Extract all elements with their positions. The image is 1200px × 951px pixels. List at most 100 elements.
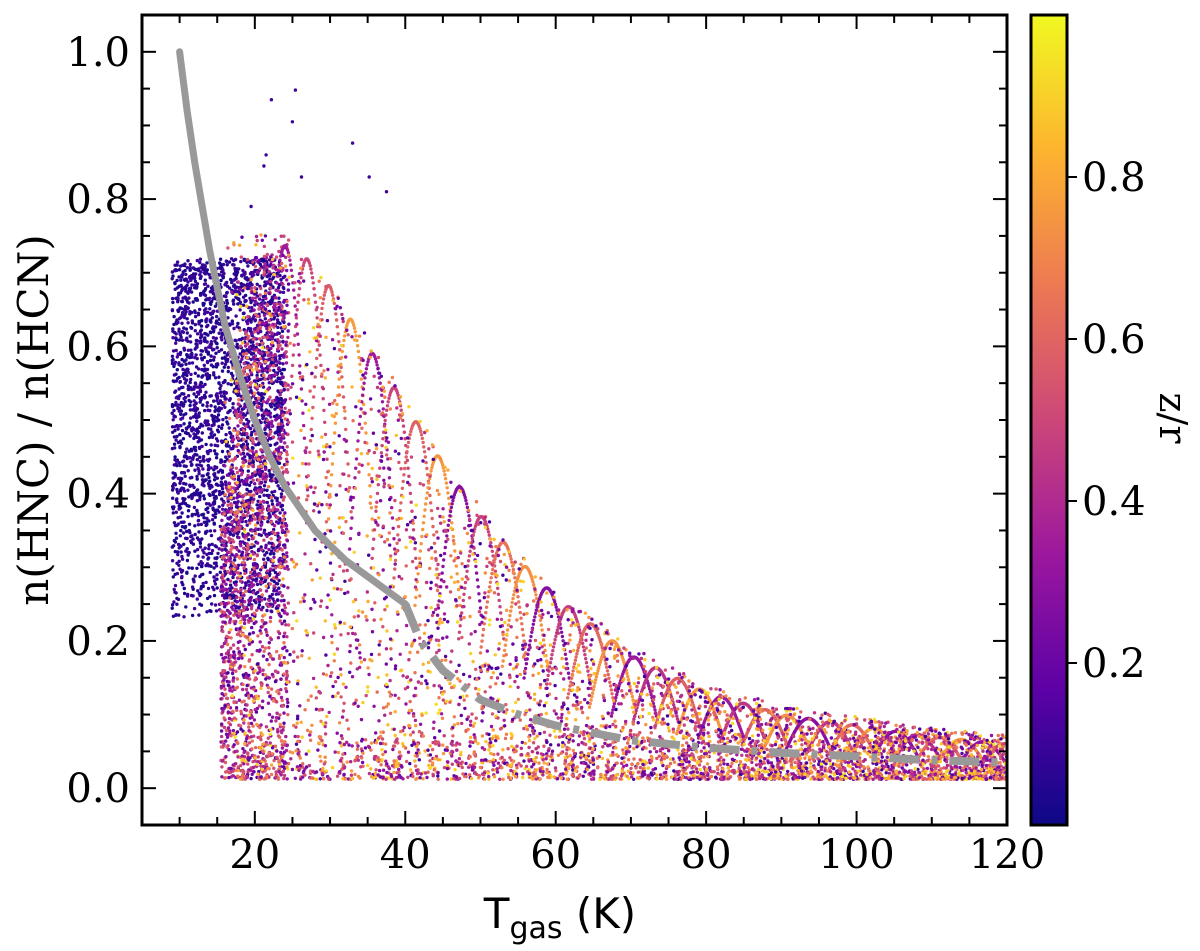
scatter-point <box>221 681 225 685</box>
scatter-point <box>244 424 248 428</box>
scatter-point <box>254 710 259 714</box>
scatter-point <box>353 476 357 480</box>
scatter-point <box>310 271 314 275</box>
scatter-point <box>393 567 397 571</box>
scatter-point <box>424 502 428 506</box>
scatter-point <box>252 315 256 319</box>
scatter-point <box>203 369 207 373</box>
scatter-point <box>219 460 224 464</box>
scatter-point <box>269 520 273 525</box>
scatter-point <box>217 375 221 379</box>
scatter-point <box>322 408 326 413</box>
scatter-point <box>212 501 217 506</box>
scatter-point <box>186 348 190 352</box>
scatter-point <box>215 392 219 396</box>
scatter-point <box>610 711 614 715</box>
scatter-point <box>190 534 194 538</box>
scatter-point <box>215 465 219 470</box>
scatter-point <box>247 598 251 602</box>
scatter-point <box>514 583 518 587</box>
scatter-point <box>260 706 265 710</box>
scatter-point <box>178 567 182 571</box>
scatter-point <box>177 406 182 410</box>
scatter-point <box>194 395 199 399</box>
scatter-point <box>586 669 590 673</box>
scatter-point <box>259 545 263 549</box>
scatter-point <box>249 357 253 362</box>
scatter-point <box>313 293 317 297</box>
scatter-point <box>255 541 260 545</box>
scatter-point <box>340 349 344 354</box>
scatter-point <box>184 368 188 372</box>
scatter-point <box>265 534 269 539</box>
scatter-point <box>260 341 264 345</box>
scatter-point <box>358 414 362 419</box>
scatter-point <box>226 577 230 582</box>
scatter-point <box>241 295 246 299</box>
scatter-point <box>308 439 313 443</box>
scatter-point <box>467 514 471 518</box>
scatter-point <box>363 376 367 380</box>
scatter-point <box>252 308 256 312</box>
scatter-point <box>212 309 216 313</box>
scatter-point <box>188 455 192 460</box>
scatter-point <box>356 439 360 443</box>
scatter-point <box>276 604 281 608</box>
scatter-point <box>260 455 264 459</box>
scatter-point <box>178 264 183 268</box>
scatter-point <box>364 431 368 435</box>
scatter-point <box>564 657 568 661</box>
scatter-point <box>271 597 275 601</box>
scatter-point <box>206 408 210 412</box>
scatter-point <box>512 593 516 597</box>
scatter-point <box>185 536 189 541</box>
scatter-point <box>267 375 271 379</box>
scatter-point <box>576 648 580 653</box>
scatter-point <box>245 379 250 383</box>
scatter-point <box>185 317 189 321</box>
scatter-point <box>249 580 253 585</box>
scatter-point <box>286 586 290 590</box>
scatter-point <box>170 545 174 549</box>
scatter-point <box>478 651 483 655</box>
scatter-point <box>279 436 284 440</box>
scatter-point <box>276 360 280 364</box>
scatter-point <box>188 276 192 280</box>
scatter-point <box>175 434 179 439</box>
scatter-point <box>269 602 273 606</box>
scatter-point <box>191 542 196 546</box>
scatter-point <box>244 519 248 524</box>
scatter-point <box>240 432 244 437</box>
scatter-point <box>462 592 466 596</box>
scatter-point <box>184 285 188 289</box>
scatter-point <box>185 547 189 551</box>
scatter-point <box>193 355 197 360</box>
scatter-point <box>422 445 426 449</box>
scatter-point <box>413 603 417 608</box>
scatter-point <box>286 329 290 333</box>
scatter-point <box>176 309 181 314</box>
scatter-point <box>175 368 179 372</box>
scatter-point <box>182 542 186 546</box>
scatter-point <box>261 399 266 404</box>
scatter-point <box>261 699 265 703</box>
scatter-point <box>216 551 220 556</box>
scatter-point <box>255 513 260 518</box>
scatter-point <box>550 653 554 657</box>
scatter-point <box>228 397 232 401</box>
scatter-point <box>382 424 387 428</box>
scatter-point <box>193 574 197 578</box>
scatter-point <box>220 765 224 769</box>
scatter-point <box>571 669 575 673</box>
scatter-point <box>274 649 279 654</box>
scatter-point <box>234 271 238 275</box>
scatter-point <box>189 325 193 330</box>
scatter-point <box>191 537 195 541</box>
scatter-point <box>242 460 246 465</box>
scatter-point <box>329 484 333 488</box>
scatter-point <box>285 673 289 677</box>
scatter-point <box>287 408 292 413</box>
scatter-point <box>202 459 206 463</box>
scatter-point <box>282 495 286 499</box>
scatter-point <box>353 330 357 334</box>
